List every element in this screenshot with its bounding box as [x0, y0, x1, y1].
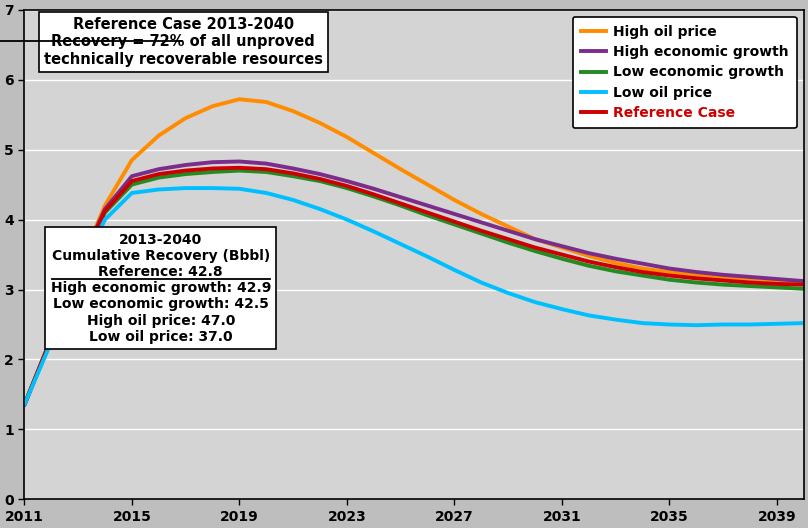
Text: Reference Case 2013-2040
Recovery = 72% of all unproved
technically recoverable : Reference Case 2013-2040 Recovery = 72% …	[44, 17, 323, 67]
Text: 2013-2040
Cumulative Recovery (Bbbl)
Reference: 42.8
High economic growth: 42.9
: 2013-2040 Cumulative Recovery (Bbbl) Ref…	[51, 232, 271, 344]
Legend: High oil price, High economic growth, Low economic growth, Low oil price, Refere: High oil price, High economic growth, Lo…	[573, 16, 797, 128]
